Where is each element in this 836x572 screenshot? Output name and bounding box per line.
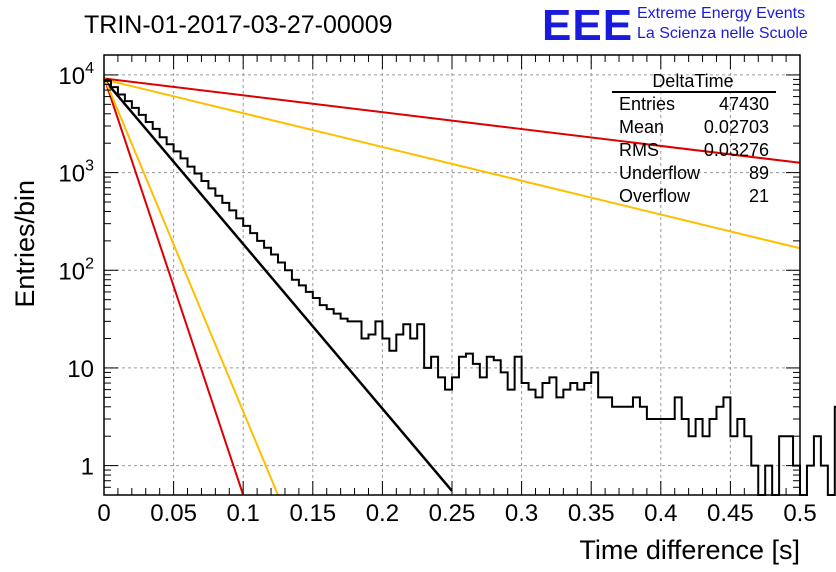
stats-label: RMS	[619, 140, 659, 160]
y-axis-title: Entries/bin	[10, 180, 40, 308]
stats-value: 0.02703	[704, 117, 769, 137]
stats-value: 47430	[719, 94, 769, 114]
y-tick-label: 103	[58, 158, 94, 188]
fit-line	[103, 77, 801, 164]
histogram-series	[104, 79, 836, 496]
logo-line2: La Scienza nelle Scuole	[637, 25, 808, 42]
stats-label: Mean	[619, 117, 664, 137]
fit-line	[103, 76, 279, 496]
x-tick-label: 0.25	[429, 500, 476, 527]
stats-value: 89	[749, 163, 769, 183]
stats-box: DeltaTime Entries 47430 Mean 0.02703 RMS 0.03…	[612, 71, 776, 206]
stats-label: Underflow	[619, 163, 701, 183]
x-tick-label: 0.15	[289, 500, 336, 527]
stats-rows: Entries 47430 Mean 0.02703 RMS 0.03276Underfl…	[619, 94, 769, 206]
fit-line	[103, 78, 453, 492]
fit-curves	[103, 76, 801, 496]
logo-line1: Extreme Energy Events	[637, 5, 805, 22]
x-tick-label: 0.4	[644, 500, 677, 527]
x-axis-title: Time difference [s]	[579, 535, 800, 565]
x-tick-label: 0	[97, 500, 110, 527]
y-tick-label: 104	[58, 60, 94, 90]
x-tick-label: 0.3	[505, 500, 538, 527]
eee-logo: EEE Extreme Energy Events La Scienza nel…	[542, 1, 808, 50]
grid	[104, 55, 800, 495]
stats-label: Entries	[619, 94, 675, 114]
logo-mark: EEE	[542, 1, 633, 50]
x-tick-labels: 0 0.05 0.1 0.15 0.2 0.25 0.3 0.35 0.4 0.45 0.5	[97, 500, 816, 527]
stats-label: Overflow	[619, 186, 691, 206]
chart-title: TRIN-01-2017-03-27-00009	[84, 11, 393, 39]
stats-value: 0.03276	[704, 140, 769, 160]
x-tick-label: 0.05	[150, 500, 197, 527]
fit-line	[103, 78, 801, 250]
y-tick-labels: 1 10 102 103 104	[58, 60, 94, 481]
axis-ticks	[103, 55, 801, 496]
fit-line	[103, 76, 245, 496]
x-tick-label: 0.2	[366, 500, 399, 527]
y-tick-label: 10	[67, 356, 94, 383]
y-tick-label: 102	[58, 255, 94, 285]
x-tick-label: 0.45	[707, 500, 754, 527]
y-tick-label: 1	[81, 454, 94, 481]
x-tick-label: 0.5	[783, 500, 816, 527]
x-tick-label: 0.35	[568, 500, 615, 527]
x-tick-label: 0.1	[227, 500, 260, 527]
stats-value: 21	[749, 186, 769, 206]
stats-title: DeltaTime	[652, 71, 733, 91]
